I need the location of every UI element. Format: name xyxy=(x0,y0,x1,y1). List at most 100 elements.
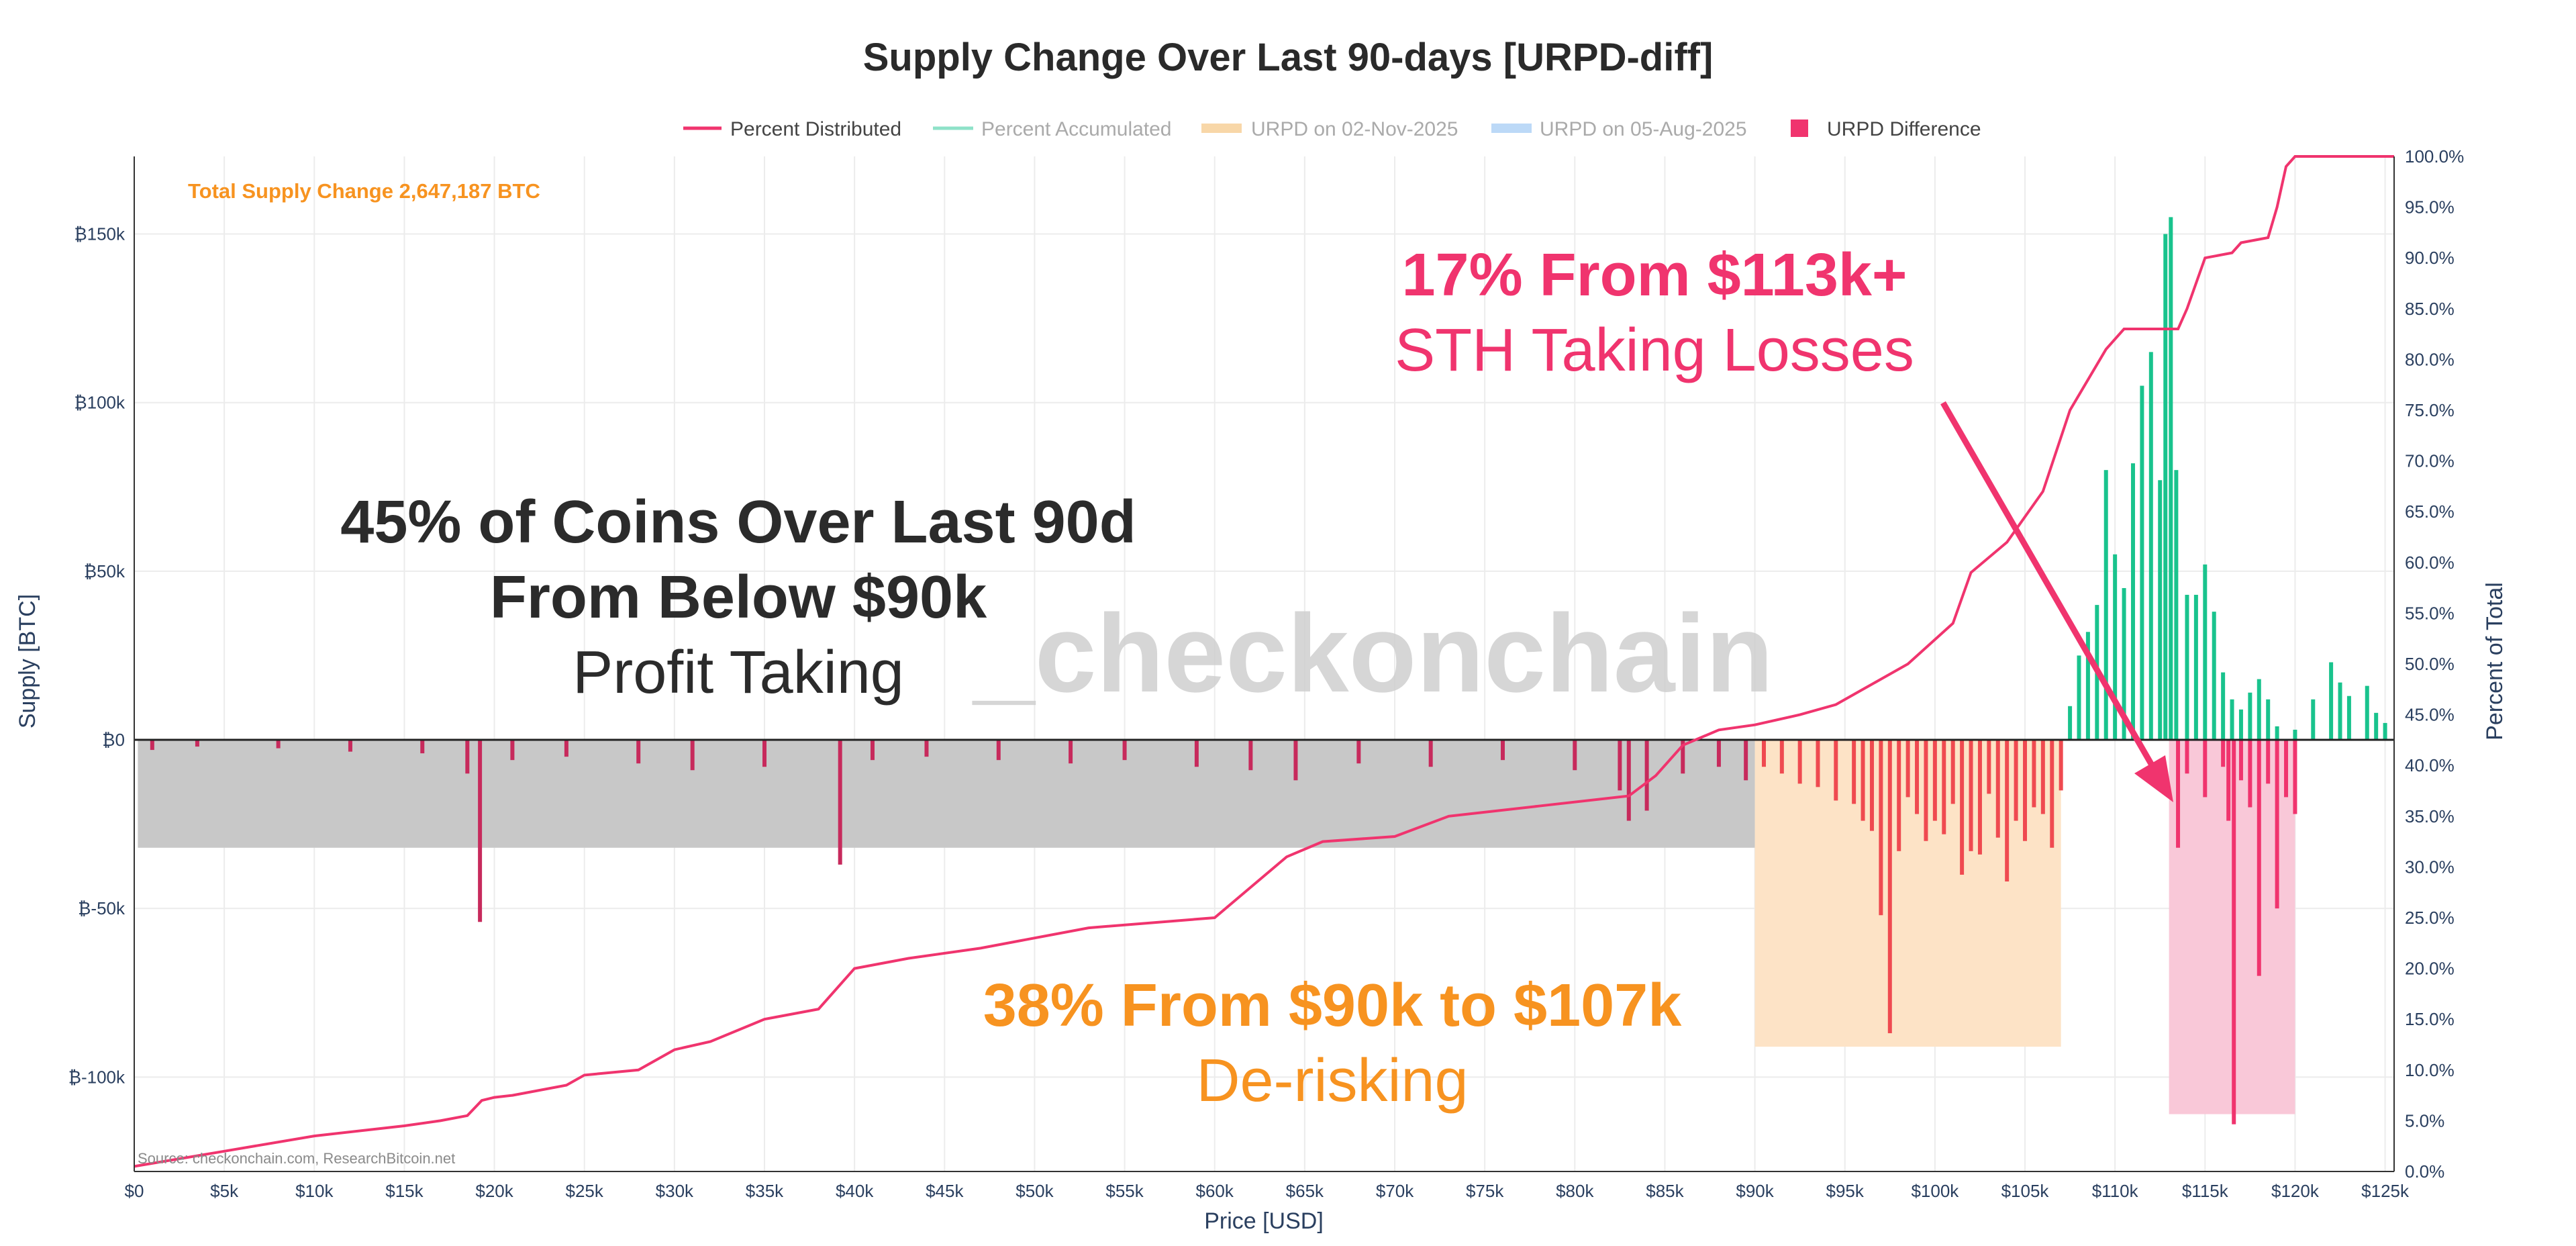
urpd-difference-bar xyxy=(1869,740,1874,831)
urpd-difference-bar xyxy=(2365,685,2369,740)
urpd-difference-bar xyxy=(1960,740,1965,875)
urpd-difference-bar xyxy=(2284,740,2289,798)
legend: Percent Distributed Percent Accumulated … xyxy=(683,118,1981,140)
sth-arrow-shaft xyxy=(1940,401,2159,774)
urpd-difference-bar xyxy=(1761,740,1766,767)
urpd-difference-bar xyxy=(2374,712,2379,740)
x-tick-label: $70k xyxy=(1376,1181,1414,1201)
urpd-difference-bar xyxy=(1356,740,1361,764)
sth-arrow-head xyxy=(2134,755,2173,802)
y2-tick-label: 75.0% xyxy=(2405,400,2455,420)
urpd-difference-bar xyxy=(564,740,568,757)
x-tick-label: $20k xyxy=(475,1181,513,1201)
y2-tick-label: 85.0% xyxy=(2405,299,2455,319)
y2-tick-label: 20.0% xyxy=(2405,959,2455,979)
urpd-difference-bar xyxy=(1069,740,1073,764)
urpd-difference-bar xyxy=(2338,682,2342,740)
urpd-difference-bar xyxy=(2068,706,2073,740)
urpd-difference-bar xyxy=(1924,740,1928,841)
legend-label-percent-distributed[interactable]: Percent Distributed xyxy=(730,118,901,140)
urpd-difference-bar xyxy=(2158,480,2163,740)
urpd-difference-bar xyxy=(1248,740,1253,771)
urpd-difference-bar xyxy=(2266,699,2271,740)
urpd-difference-bar xyxy=(1816,740,1820,787)
x-tick-label: $15k xyxy=(385,1181,424,1201)
legend-label-percent-accumulated[interactable]: Percent Accumulated xyxy=(981,118,1172,140)
legend-label-urpd-difference[interactable]: URPD Difference xyxy=(1827,118,1981,140)
urpd-difference-bar xyxy=(2077,655,2081,740)
urpd-difference-bar xyxy=(2059,740,2063,791)
urpd-difference-bar xyxy=(2311,699,2316,740)
y-tick-label: ₿50k xyxy=(84,561,126,581)
urpd-difference-bar xyxy=(510,740,515,761)
urpd-difference-bar xyxy=(1897,740,1901,851)
legend-label-urpd-05-aug[interactable]: URPD on 05-Aug-2025 xyxy=(1540,118,1747,140)
y-axis-title: Supply [BTC] xyxy=(15,594,40,728)
urpd-difference-bar xyxy=(924,740,929,757)
urpd-difference-bar xyxy=(1977,740,1982,855)
x-tick-label: $5k xyxy=(210,1181,239,1201)
derisking-title: 38% From $90k to $107k xyxy=(983,972,1683,1039)
y2-tick-label: 90.0% xyxy=(2405,248,2455,268)
urpd-difference-bar xyxy=(195,740,199,747)
x-tick-label: $90k xyxy=(1736,1181,1774,1201)
urpd-difference-bar xyxy=(2005,740,2010,881)
y2-tick-label: 50.0% xyxy=(2405,654,2455,674)
x-tick-label: $25k xyxy=(566,1181,604,1201)
urpd-difference-bar xyxy=(2203,564,2208,740)
legend-swatch-urpd-difference xyxy=(1791,119,1808,137)
x-tick-label: $110k xyxy=(2092,1181,2139,1201)
urpd-difference-bar xyxy=(2257,679,2261,740)
x-tick-label: $120k xyxy=(2271,1181,2320,1201)
x-tick-label: $40k xyxy=(836,1181,874,1201)
legend-label-urpd-02-nov[interactable]: URPD on 02-Nov-2025 xyxy=(1251,118,1458,140)
urpd-difference-bar xyxy=(1852,740,1856,804)
urpd-difference-bar xyxy=(2226,740,2231,821)
urpd-difference-bar xyxy=(2293,729,2297,740)
urpd-difference-bar xyxy=(1779,740,1784,774)
x-tick-label: $50k xyxy=(1015,1181,1054,1201)
urpd-difference-bar xyxy=(1987,740,1991,794)
y2-tick-label: 80.0% xyxy=(2405,349,2455,369)
urpd-difference-bar xyxy=(2248,740,2252,808)
urpd-difference-bar xyxy=(2103,470,2108,740)
axis-ticks: $0 $5k $10k $15k $20k $25k $30k $35k $40k $45k $50… xyxy=(68,146,2464,1201)
urpd-difference-bar xyxy=(2221,740,2226,767)
source-credit: Source: checkonchain.com, ResearchBitcoi… xyxy=(138,1150,455,1167)
profit-taking-subtitle: Profit Taking xyxy=(573,639,904,706)
chart-title: Supply Change Over Last 90-days [URPD-di… xyxy=(863,36,1714,79)
urpd-difference-bar xyxy=(2032,740,2036,808)
urpd-difference-bar xyxy=(2248,692,2252,740)
urpd-difference-bar xyxy=(838,740,842,865)
x-tick-label: $45k xyxy=(926,1181,964,1201)
x-tick-label: $95k xyxy=(1826,1181,1865,1201)
y2-tick-label: 0.0% xyxy=(2405,1161,2444,1182)
y2-tick-label: 5.0% xyxy=(2405,1110,2444,1131)
urpd-difference-bar xyxy=(2185,740,2189,774)
urpd-difference-bar xyxy=(1797,740,1802,784)
urpd-difference-bar xyxy=(1716,740,1721,767)
urpd-difference-bar xyxy=(465,740,470,774)
urpd-difference-bar xyxy=(1950,740,1955,804)
y2-tick-label: 40.0% xyxy=(2405,755,2455,775)
watermark: _checkonchain xyxy=(972,591,1773,715)
urpd-difference-bar xyxy=(2293,740,2297,814)
urpd-difference-bar xyxy=(2163,234,2168,740)
y2-tick-label: 95.0% xyxy=(2405,197,2455,218)
urpd-difference-bars xyxy=(150,217,2387,1124)
urpd-difference-bar xyxy=(1122,740,1127,761)
x-tick-label: $100k xyxy=(1911,1181,1959,1201)
percent-distributed-line xyxy=(134,155,2394,1168)
urpd-difference-bar xyxy=(2023,740,2028,841)
y2-tick-label: 15.0% xyxy=(2405,1009,2455,1029)
y2-tick-label: 55.0% xyxy=(2405,603,2455,623)
y2-tick-label: 100.0% xyxy=(2405,146,2464,166)
urpd-difference-bar xyxy=(1744,740,1748,781)
x-tick-label: $80k xyxy=(1556,1181,1594,1201)
sth-subtitle: STH Taking Losses xyxy=(1395,317,1914,384)
urpd-difference-bar xyxy=(690,740,695,771)
urpd-difference-bar xyxy=(1626,740,1631,821)
urpd-difference-bar xyxy=(1573,740,1577,771)
